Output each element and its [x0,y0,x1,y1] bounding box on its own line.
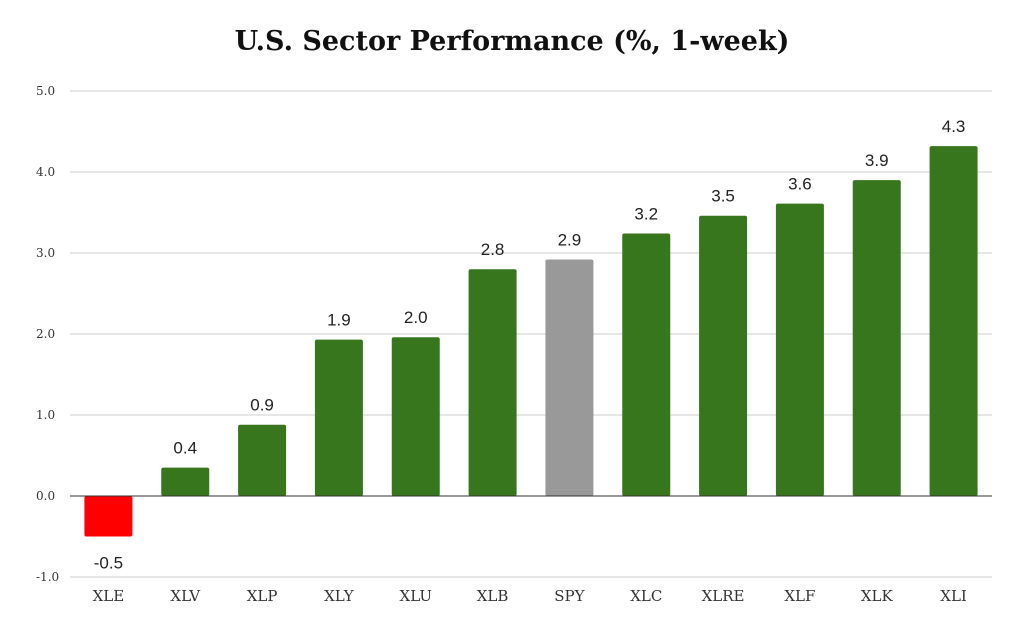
x-tick-label: XLB [477,587,509,605]
x-tick-label: XLRE [702,587,745,605]
x-tick-label: XLP [247,587,278,605]
x-tick-label: SPY [554,587,585,605]
data-label: 1.9 [327,311,351,330]
bar [161,467,210,496]
data-label: 3.6 [788,175,812,194]
bar [775,203,824,496]
bar [84,496,133,537]
data-label: 3.2 [634,205,658,224]
bar [468,269,517,496]
data-label: 3.5 [711,187,735,206]
x-tick-label: XLY [324,587,355,605]
data-label: 2.9 [558,230,582,249]
x-tick-label: XLV [170,587,201,605]
bar [238,424,287,496]
data-label: 3.9 [865,151,889,170]
bar [545,259,594,496]
x-tick-label: XLK [861,587,894,605]
y-tick-label: 1.0 [36,408,55,422]
x-tick-label: XLF [784,587,815,605]
bar [929,146,978,496]
y-tick-label: 2.0 [36,327,55,341]
data-label: 2.8 [481,240,505,259]
chart-title: U.S. Sector Performance (%, 1-week) [234,26,790,57]
y-tick-label: 0.0 [36,489,55,503]
x-tick-label: XLU [400,587,432,605]
data-label: 0.4 [173,439,197,458]
bar [852,180,901,496]
bar [622,233,671,496]
bar [699,215,748,497]
y-tick-label: 5.0 [36,84,55,98]
x-tick-label: XLC [630,587,662,605]
data-label: 2.0 [404,308,428,327]
x-tick-label: XLI [940,587,967,605]
data-label: -0.5 [94,554,123,573]
data-label: 0.9 [250,396,274,415]
y-tick-label: 4.0 [36,165,55,179]
data-label: 4.3 [942,117,966,136]
y-tick-label: 3.0 [36,246,55,260]
y-tick-label: -1.0 [36,570,59,584]
bar [314,339,363,496]
x-tick-label: XLE [93,587,125,605]
bar [391,337,440,496]
